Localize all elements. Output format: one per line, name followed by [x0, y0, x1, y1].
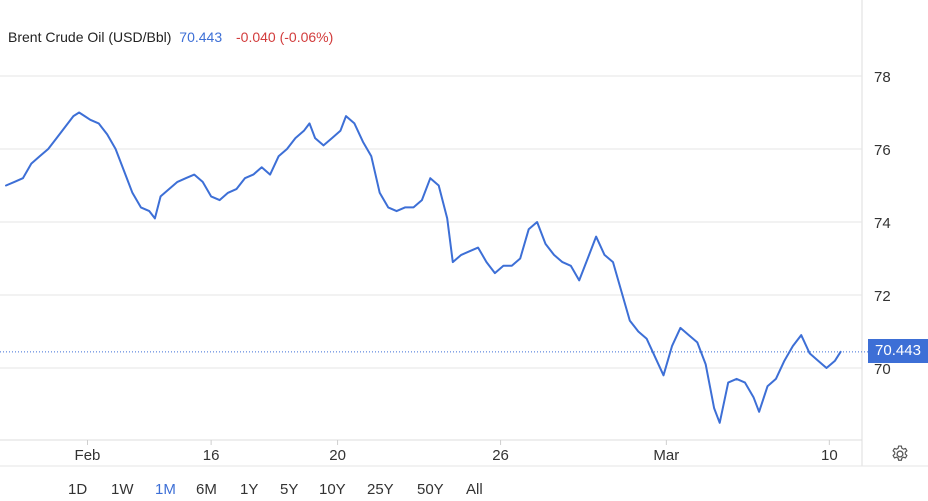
y-tick-label: 76: [874, 142, 891, 159]
x-tick-label: 10: [821, 447, 838, 464]
series-layer: [5, 111, 842, 424]
x-tick-label: 26: [492, 447, 509, 464]
range-1m[interactable]: 1M: [155, 481, 176, 498]
range-1w[interactable]: 1W: [111, 481, 134, 498]
x-tick-label: Feb: [75, 447, 101, 464]
y-tick-label: 78: [874, 69, 891, 86]
range-6m[interactable]: 6M: [196, 481, 217, 498]
range-5y[interactable]: 5Y: [280, 481, 299, 498]
range-all[interactable]: All: [466, 481, 483, 498]
range-50y[interactable]: 50Y: [417, 481, 444, 498]
price-change: -0.040 (-0.06%): [236, 29, 334, 45]
instrument-name: Brent Crude Oil (USD/Bbl): [8, 29, 172, 45]
y-axis: 70 72 74 76 78: [874, 69, 891, 378]
x-tick-label: 20: [329, 447, 346, 464]
x-tick-label: Mar: [653, 447, 679, 464]
x-axis: Feb 16 20 26 Mar 10: [75, 440, 838, 464]
range-1y[interactable]: 1Y: [240, 481, 259, 498]
chart-header: Brent Crude Oil (USD/Bbl) 70.443 -0.040 …: [8, 29, 333, 45]
gear-icon[interactable]: [890, 444, 910, 464]
range-10y[interactable]: 10Y: [319, 481, 346, 498]
grid-layer: [0, 0, 928, 467]
series-line: [5, 111, 842, 424]
y-tick-label: 70: [874, 361, 891, 378]
last-price: 70.443: [179, 29, 223, 45]
range-selector: 1D 1W 1M 6M 1Y 5Y 10Y 25Y 50Y All: [0, 480, 928, 501]
range-1d[interactable]: 1D: [68, 481, 88, 498]
x-tick-label: 16: [203, 447, 220, 464]
y-tick-label: 72: [874, 288, 891, 305]
range-25y[interactable]: 25Y: [367, 481, 394, 498]
y-tick-label: 74: [874, 215, 891, 232]
current-price-tag: 70.443: [868, 339, 928, 363]
